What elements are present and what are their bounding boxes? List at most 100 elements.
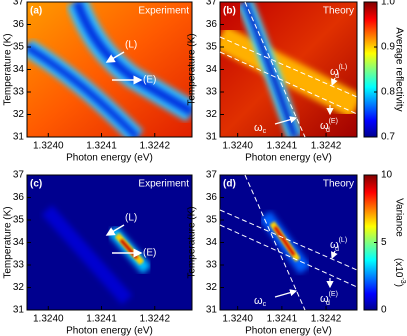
dashed-line xyxy=(244,1,306,138)
y-tick-label: 34 xyxy=(13,64,25,75)
panel-annotation: Theory xyxy=(323,6,354,17)
symbol-sub: c xyxy=(263,301,267,308)
symbol-sup: (L) xyxy=(339,237,348,244)
dashed-line xyxy=(219,51,358,115)
colorbar-tick-label: 0.8 xyxy=(381,87,395,98)
x-tick-label: 1.3242 xyxy=(139,141,170,152)
y-tick-label: 31 xyxy=(13,305,25,316)
symbol-sup: (E) xyxy=(329,118,338,125)
x-axis-label: Photon energy (eV) xyxy=(66,153,153,164)
panel-annotation: Theory xyxy=(323,179,354,190)
symbol-sub: d xyxy=(335,73,339,80)
annotation-label: (L) xyxy=(125,213,137,224)
y-tick-label: 35 xyxy=(206,215,218,226)
heatmap xyxy=(27,175,192,310)
dashed-line xyxy=(219,36,358,98)
y-tick-label: 36 xyxy=(206,19,218,30)
heatmap-band xyxy=(273,226,296,256)
axes-frame xyxy=(219,174,358,311)
axes-frame xyxy=(26,1,193,138)
axes-frame xyxy=(219,1,358,138)
dashed-line xyxy=(244,174,306,311)
panel-label: (d) xyxy=(223,179,236,190)
y-axis-label: Temperature (K) xyxy=(3,206,14,278)
symbol-base: ω xyxy=(320,120,329,132)
unit-part: ) xyxy=(393,284,404,287)
symbol-sub: d xyxy=(326,300,330,307)
y-tick-label: 37 xyxy=(206,170,218,181)
x-tick-label: 1.3242 xyxy=(311,314,342,325)
x-tick-label: 1.3241 xyxy=(86,141,117,152)
x-tick-label: 1.3242 xyxy=(139,314,170,325)
panel-label: (a) xyxy=(30,6,42,17)
arrow xyxy=(274,116,298,125)
colorbar-tick-label: 1.0 xyxy=(381,0,395,8)
colorbar-tick-label: 0.9 xyxy=(381,42,395,53)
y-tick-label: 33 xyxy=(13,260,25,271)
y-tick-label: 32 xyxy=(206,282,218,293)
arrow xyxy=(331,77,338,87)
unit-sup: -3 xyxy=(399,277,406,283)
symbol-sub: d xyxy=(326,127,330,134)
y-tick-label: 31 xyxy=(13,132,25,143)
x-tick-label: 1.3242 xyxy=(311,141,342,152)
panel-annotation: Experiment xyxy=(138,179,189,190)
arrow xyxy=(274,289,298,298)
y-tick-label: 35 xyxy=(13,215,25,226)
dashed-line xyxy=(219,209,358,271)
y-tick-label: 31 xyxy=(206,132,218,143)
annotation-label: (E) xyxy=(143,248,156,259)
colorbar-tick-label: 0 xyxy=(381,305,387,316)
y-tick-label: 35 xyxy=(206,42,218,53)
annotation-label: (E) xyxy=(143,75,156,86)
y-tick-label: 32 xyxy=(13,109,25,120)
arrow xyxy=(331,250,338,260)
x-tick-label: 1.3241 xyxy=(267,314,298,325)
symbol-label: ωc xyxy=(254,122,267,135)
y-tick-label: 32 xyxy=(13,282,25,293)
x-axis-label: Photon energy (eV) xyxy=(245,153,332,164)
symbol-label: ω(E) d xyxy=(320,118,338,134)
symbol-base: ω xyxy=(330,239,339,251)
y-axis-label: Temperature (K) xyxy=(187,33,198,105)
panel-annotation: Experiment xyxy=(138,6,189,17)
colorbar xyxy=(363,1,378,138)
y-tick-label: 35 xyxy=(13,42,25,53)
x-tick-label: 1.3240 xyxy=(33,141,64,152)
colorbar-tick-label: 10 xyxy=(381,170,393,181)
y-tick-label: 31 xyxy=(206,305,218,316)
y-axis-label: Temperature (K) xyxy=(187,206,198,278)
y-tick-label: 32 xyxy=(206,109,218,120)
heatmap-band xyxy=(72,2,192,116)
heatmap-band xyxy=(41,205,133,305)
y-tick-label: 33 xyxy=(206,260,218,271)
colorbar-label: Average reflectivity xyxy=(393,27,404,111)
y-tick-label: 37 xyxy=(206,0,218,8)
symbol-sup: (L) xyxy=(339,64,348,71)
x-tick-label: 1.3240 xyxy=(33,314,64,325)
symbol-base: ω xyxy=(254,122,263,134)
colorbar-unit: (x10-3) xyxy=(393,258,406,287)
x-tick-label: 1.3240 xyxy=(222,141,253,152)
colorbar-label: Variance xyxy=(393,198,404,237)
arrow xyxy=(105,51,125,63)
panel-label: (c) xyxy=(30,179,42,190)
unit-part: (x10 xyxy=(393,258,404,278)
heatmap-band xyxy=(220,25,357,119)
heatmap xyxy=(220,175,357,310)
x-tick-label: 1.3241 xyxy=(267,141,298,152)
symbol-sub: c xyxy=(263,128,267,135)
panel-label: (b) xyxy=(223,6,236,17)
y-tick-label: 33 xyxy=(206,87,218,98)
symbol-label: ω(E) d xyxy=(320,291,338,307)
y-tick-label: 36 xyxy=(13,19,25,30)
x-tick-label: 1.3241 xyxy=(86,314,117,325)
y-tick-label: 34 xyxy=(206,237,218,248)
symbol-sub: d xyxy=(335,246,339,253)
symbol-label: ω(L) d xyxy=(330,64,347,80)
symbol-label: ω(L) d xyxy=(330,237,347,253)
dashed-line xyxy=(219,224,358,288)
x-axis-label: Photon energy (eV) xyxy=(245,326,332,336)
symbol-base: ω xyxy=(254,295,263,307)
